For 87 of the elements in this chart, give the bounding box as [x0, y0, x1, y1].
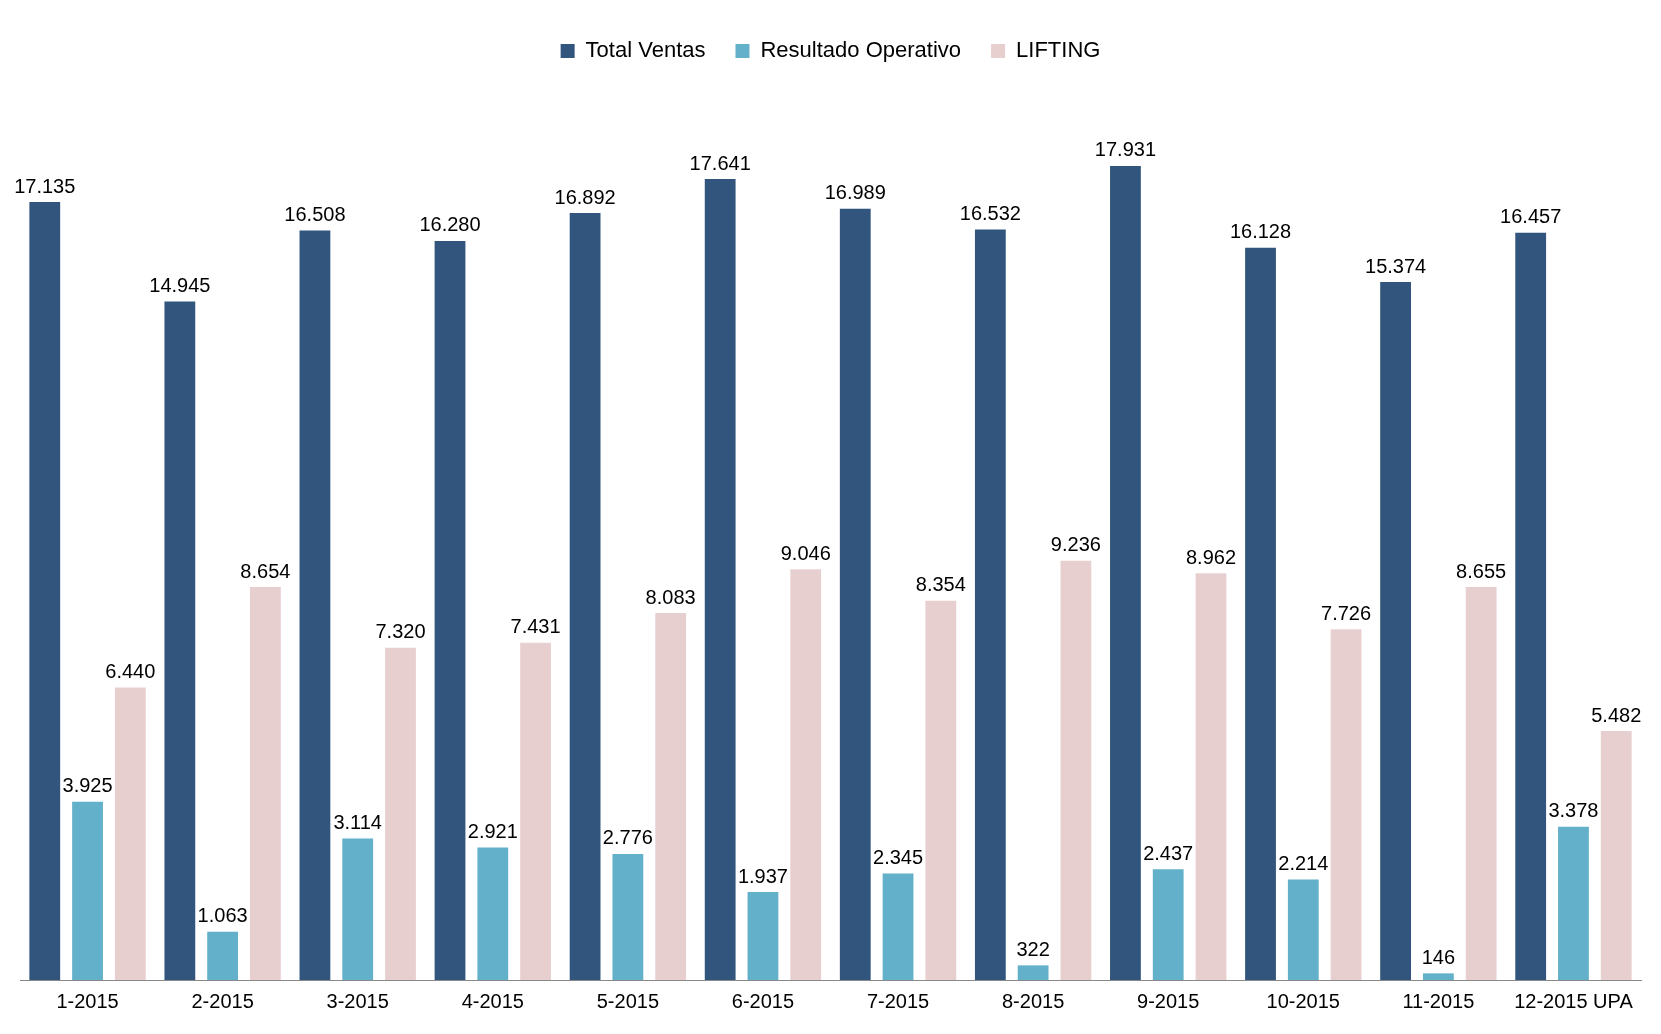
- data-label: 2.921: [467, 819, 518, 842]
- data-label: 8.354: [915, 573, 966, 596]
- bar: [299, 230, 331, 980]
- legend-label: Total Ventas: [585, 37, 706, 63]
- bar: [790, 569, 822, 980]
- data-label: 1.063: [197, 904, 248, 927]
- data-label: 7.320: [375, 620, 426, 643]
- bar: [250, 587, 281, 980]
- bar: [569, 213, 601, 980]
- data-label: 17.931: [1094, 138, 1157, 161]
- data-label: 2.345: [873, 846, 924, 869]
- data-label: 8.654: [240, 559, 291, 582]
- data-label: 6.440: [105, 660, 156, 683]
- bar: [1287, 879, 1319, 980]
- bar: [29, 202, 61, 980]
- x-tick-label: 6-2015: [731, 989, 795, 1012]
- data-label: 16.457: [1500, 205, 1562, 228]
- data-label: 16.508: [284, 203, 346, 226]
- bar: [72, 801, 103, 980]
- bar: [477, 847, 509, 980]
- bar: [1245, 247, 1276, 980]
- bar: [207, 931, 239, 980]
- legend-label: Resultado Operativo: [760, 37, 962, 63]
- bar: [839, 208, 871, 980]
- bar: [520, 642, 551, 980]
- bar: [1465, 587, 1497, 980]
- bar: [164, 301, 196, 980]
- data-label: 8.962: [1185, 545, 1237, 568]
- bar: [974, 229, 1006, 980]
- bar: [1558, 826, 1589, 980]
- data-label: 17.641: [689, 151, 751, 174]
- data-label: 9.046: [780, 541, 831, 564]
- data-label: 2.437: [1143, 841, 1194, 864]
- x-tick-label: 1-2015: [56, 989, 119, 1012]
- data-label: 3.114: [333, 811, 382, 834]
- bar: [1195, 573, 1227, 980]
- bar: [434, 240, 466, 980]
- bar: [1152, 869, 1184, 980]
- data-label: 146: [1421, 945, 1456, 968]
- legend-label: LIFTING: [1016, 37, 1101, 63]
- data-label: 16.989: [824, 181, 886, 204]
- bar: [655, 613, 687, 980]
- bar: [1515, 232, 1547, 980]
- x-tick-label: 12-2015 UPA: [1514, 989, 1634, 1012]
- data-label: 3.925: [62, 774, 113, 797]
- data-label: 1.937: [737, 864, 788, 887]
- bar: [1422, 973, 1454, 980]
- x-tick-label: 5-2015: [596, 989, 660, 1012]
- bar: [385, 647, 416, 980]
- data-label: 5.482: [1591, 703, 1642, 726]
- bar: [1600, 731, 1632, 980]
- bar: [1110, 165, 1141, 980]
- data-label: 14.945: [149, 274, 211, 297]
- data-label: 7.431: [510, 615, 561, 638]
- data-label: 8.655: [1456, 559, 1507, 582]
- x-tick-label: 3-2015: [326, 989, 389, 1012]
- bar: [1017, 965, 1049, 980]
- bar: [1330, 629, 1362, 980]
- x-tick-label: 4-2015: [461, 989, 524, 1012]
- data-label: 17.135: [14, 174, 76, 197]
- data-label: 16.128: [1229, 220, 1292, 243]
- bar: [1060, 560, 1092, 980]
- x-tick-label: 2-2015: [191, 989, 254, 1012]
- bar: [747, 892, 779, 980]
- data-label: 3.378: [1548, 799, 1599, 822]
- x-tick-label: 11-2015: [1402, 989, 1475, 1012]
- data-label: 15.374: [1365, 254, 1427, 277]
- bar: [612, 853, 644, 980]
- x-tick-label: 7-2015: [866, 989, 930, 1012]
- data-label: 16.532: [959, 201, 1021, 224]
- data-label: 8.083: [645, 585, 696, 608]
- bar: [114, 687, 146, 980]
- data-label: 322: [1016, 937, 1050, 960]
- data-label: 2.214: [1278, 852, 1329, 874]
- x-tick-label: 10-2015: [1266, 989, 1340, 1012]
- bar: [882, 873, 914, 980]
- bar: [1380, 282, 1411, 980]
- x-tick-label: 9-2015: [1137, 989, 1200, 1012]
- data-label: 2.776: [602, 826, 653, 849]
- data-label: 16.892: [554, 185, 616, 208]
- data-label: 7.726: [1321, 601, 1372, 624]
- bar: [704, 179, 736, 980]
- data-label: 16.280: [419, 213, 481, 236]
- data-label: 9.236: [1050, 533, 1101, 556]
- bar: [342, 838, 374, 980]
- x-tick-label: 8-2015: [1001, 989, 1065, 1012]
- bar: [925, 600, 957, 980]
